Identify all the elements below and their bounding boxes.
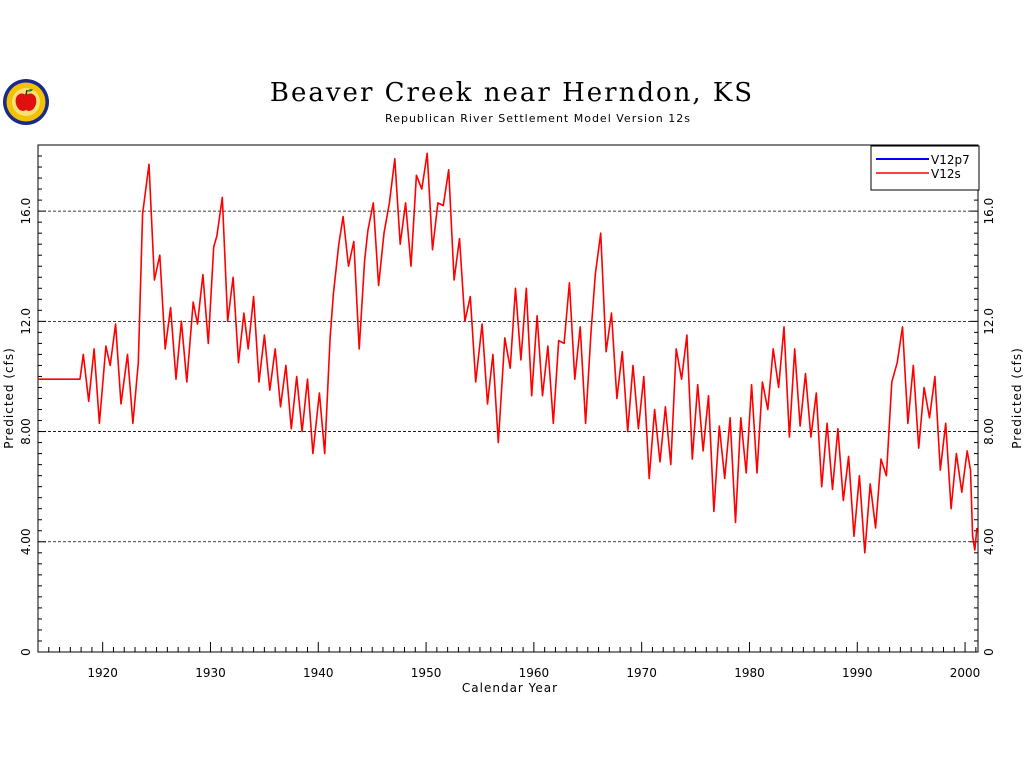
x-tick-label: 1950 <box>411 666 442 680</box>
y-tick-label-left: 0 <box>19 648 33 656</box>
y-tick-label-right: 16.0 <box>982 198 996 225</box>
legend-label-v12s: V12s <box>931 167 961 181</box>
grid-lines <box>38 210 978 543</box>
series-line-v12s <box>38 152 978 554</box>
x-tick-label: 1990 <box>842 666 873 680</box>
y-tick-label-left: 8.00 <box>19 418 33 445</box>
y-tick-label-right: 8.00 <box>982 418 996 445</box>
y-tick-label-right: 4.00 <box>982 528 996 555</box>
y-tick-label-right: 0 <box>982 648 996 656</box>
axis-ticks <box>37 144 978 653</box>
y-axis-title-right: Predicted (cfs) <box>1010 347 1024 449</box>
tick-labels: 0 0 4.00 4.00 8.00 8.00 12.0 12.0 16.0 16.0 1920 19… <box>19 198 996 680</box>
x-tick-label: 1960 <box>519 666 550 680</box>
y-tick-label-left: 16.0 <box>19 198 33 225</box>
agency-logo-icon <box>2 78 50 126</box>
x-tick-label: 2000 <box>950 666 981 680</box>
series-lines <box>38 152 978 554</box>
y-tick-label-left: 4.00 <box>19 528 33 555</box>
y-tick-label-right: 12.0 <box>982 308 996 335</box>
legend-box <box>870 145 980 191</box>
y-tick-label-left: 12.0 <box>19 308 33 335</box>
x-tick-label: 1980 <box>734 666 765 680</box>
legend-label-v12p7: V12p7 <box>931 153 970 167</box>
legend: V12p7 V12s <box>870 145 980 191</box>
chart-subtitle: Republican River Settlement Model Versio… <box>385 112 691 125</box>
y-axis-title-left: Predicted (cfs) <box>2 347 16 449</box>
chart-title: Beaver Creek near Herndon, KS <box>269 78 755 108</box>
x-tick-label: 1940 <box>303 666 334 680</box>
plot-frame <box>37 144 979 653</box>
x-tick-label: 1970 <box>626 666 657 680</box>
x-tick-label: 1930 <box>195 666 226 680</box>
x-axis-title: Calendar Year <box>462 681 558 695</box>
x-tick-label: 1920 <box>87 666 118 680</box>
